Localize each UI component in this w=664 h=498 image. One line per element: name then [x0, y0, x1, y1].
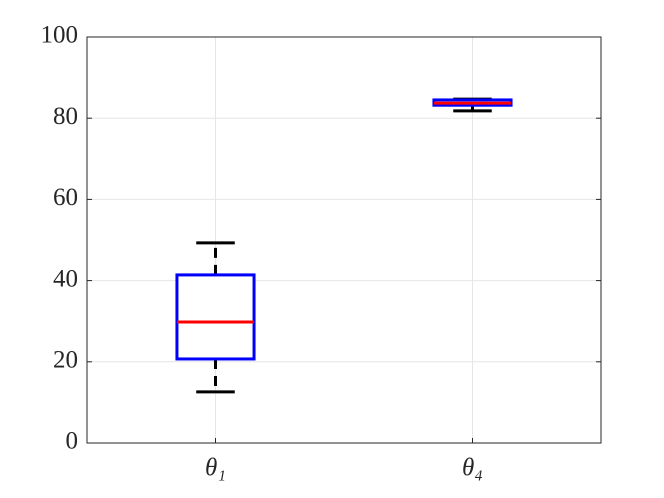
y-tick-label: 100 — [41, 22, 79, 49]
x-tick-label: θ₄ — [462, 455, 483, 482]
y-tick-label: 40 — [53, 265, 78, 292]
y-tick-label: 20 — [53, 347, 78, 374]
y-tick-label: 0 — [66, 428, 79, 455]
box — [175, 273, 256, 361]
y-tick-label: 80 — [53, 103, 78, 130]
y-tick-label: 60 — [53, 184, 78, 211]
plot-frame — [86, 36, 602, 444]
x-tick-label: θ₁ — [205, 455, 226, 482]
